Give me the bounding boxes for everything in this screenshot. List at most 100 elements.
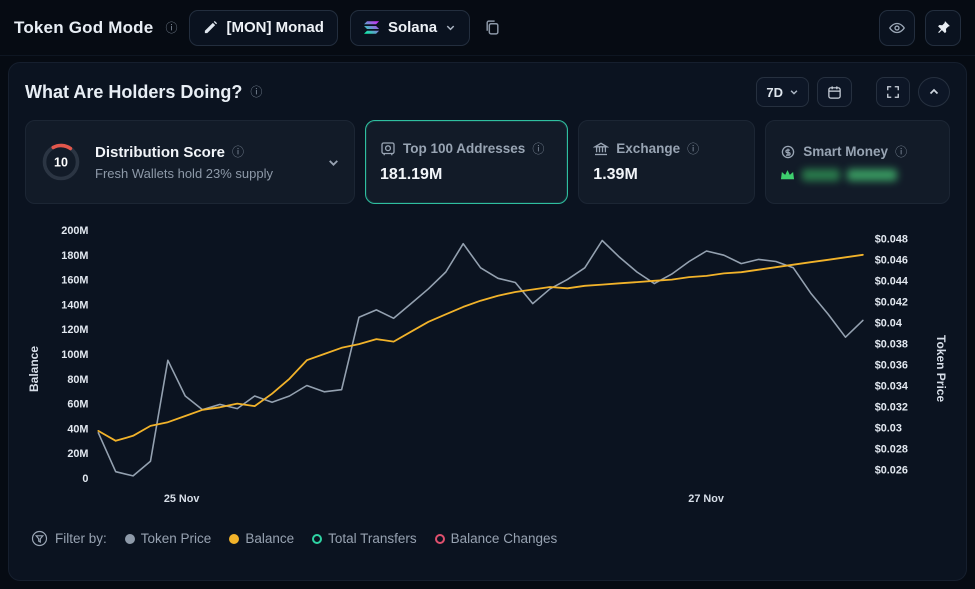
top-100-addresses-card[interactable]: Top 100 Addresses ⓘ 181.19M (365, 120, 569, 204)
chart-area: Balance 200M 180M 160M 140M 120M 100M 80M 60M 40… (25, 216, 950, 522)
legend-item-total-transfers[interactable]: Total Transfers (312, 531, 417, 546)
legend-label: Total Transfers (328, 531, 417, 546)
smart-money-label: Smart Money (803, 144, 889, 159)
legend-dot (312, 533, 323, 544)
right-axis-tick: $0.044 (875, 275, 909, 287)
exchange-value: 1.39M (593, 165, 638, 183)
calendar-button[interactable] (817, 77, 852, 107)
app-title-info-icon[interactable]: ⓘ (165, 20, 178, 35)
right-axis-tick: $0.034 (875, 380, 909, 392)
top-bar: Token God Mode ⓘ [MON] Monad Solana (0, 0, 975, 56)
chevron-down-icon (445, 22, 456, 33)
right-axis-tick: $0.046 (875, 254, 908, 266)
pin-button[interactable] (925, 9, 961, 46)
date-range-label: 7D (766, 84, 783, 100)
legend-label: Balance Changes (450, 531, 558, 546)
score-title: Distribution Score (95, 143, 226, 161)
smart-money-card[interactable]: Smart Money ⓘ (765, 120, 950, 204)
vault-icon (380, 141, 396, 157)
score-gauge: 10 (40, 141, 82, 183)
left-axis-tick: 160M (61, 275, 88, 287)
left-axis-tick: 60M (67, 399, 88, 411)
x-axis-tick: 27 Nov (688, 493, 725, 505)
score-info-icon[interactable]: ⓘ (232, 145, 245, 159)
left-axis-tick: 180M (61, 250, 88, 262)
smart-money-value-row (780, 168, 935, 181)
left-axis-tick: 200M (61, 225, 88, 237)
distribution-score-card[interactable]: 10 Distribution Score ⓘ Fresh Wallets ho… (25, 120, 355, 204)
right-axis-tick: $0.028 (875, 444, 908, 456)
pin-icon (936, 20, 951, 35)
exchange-card[interactable]: Exchange ⓘ 1.39M (578, 120, 756, 204)
token-selector-button[interactable]: [MON] Monad (189, 9, 338, 46)
left-axis-tick: 40M (67, 423, 88, 435)
date-range-button[interactable]: 7D (756, 77, 809, 107)
right-axis-tick: $0.032 (875, 401, 908, 413)
solana-icon (363, 21, 380, 34)
smart-money-info-icon[interactable]: ⓘ (895, 144, 908, 159)
fullscreen-button[interactable] (876, 77, 910, 107)
panel-title: What Are Holders Doing? (25, 81, 243, 102)
chain-selector-button[interactable]: Solana (349, 9, 471, 46)
right-axis-tick: $0.048 (875, 233, 908, 245)
holders-chart[interactable]: 200M 180M 160M 140M 120M 100M 80M 60M 40M 20M 0 $0.… (43, 216, 932, 522)
chain-selector-label: Solana (387, 19, 438, 36)
left-axis-tick: 140M (61, 299, 88, 311)
left-axis-tick: 0 (82, 473, 88, 485)
legend-title: Filter by: (55, 531, 107, 546)
bank-icon (593, 141, 610, 157)
right-axis-title: Token Price (934, 335, 948, 403)
left-axis-title: Balance (27, 345, 41, 393)
top-100-label: Top 100 Addresses (403, 141, 526, 156)
right-axis-tick: $0.042 (875, 296, 908, 308)
collapse-button[interactable] (918, 77, 950, 107)
series-line-token-price (97, 239, 864, 477)
legend-label: Balance (245, 531, 295, 546)
left-axis-tick: 80M (67, 374, 88, 386)
calendar-icon (827, 85, 842, 100)
left-axis-tick: 120M (61, 324, 88, 336)
right-axis-tick: $0.036 (875, 359, 908, 371)
legend-dot (434, 533, 445, 544)
score-value: 10 (54, 156, 68, 170)
legend-item-balance-changes[interactable]: Balance Changes (434, 531, 558, 546)
chevron-down-icon[interactable] (327, 156, 340, 169)
top-100-info-icon[interactable]: ⓘ (532, 141, 545, 156)
copy-icon (484, 19, 501, 36)
fullscreen-icon (886, 85, 900, 99)
app-title: Token God Mode (14, 17, 154, 37)
left-axis-tick: 100M (61, 349, 88, 361)
watchlist-button[interactable] (879, 9, 915, 46)
panel-header: What Are Holders Doing? ⓘ 7D (25, 77, 950, 107)
panel-title-info-icon[interactable]: ⓘ (250, 85, 263, 99)
crown-icon (780, 169, 795, 181)
chart-legend: Filter by: Token Price Balance Total Trans… (25, 530, 950, 547)
right-axis-tick: $0.038 (875, 338, 908, 350)
legend-item-token-price[interactable]: Token Price (124, 531, 212, 546)
coin-icon (780, 144, 796, 160)
chevron-up-icon (928, 86, 940, 98)
series-line-balance (97, 253, 864, 442)
filter-icon (31, 530, 48, 547)
top-100-value: 181.19M (380, 165, 443, 183)
legend-dot (124, 533, 135, 544)
eye-icon (888, 19, 906, 37)
exchange-info-icon[interactable]: ⓘ (687, 141, 700, 156)
right-axis-tick: $0.03 (875, 423, 902, 435)
chevron-down-icon (789, 87, 799, 97)
smart-money-value-blurred (802, 168, 841, 181)
legend-label: Token Price (140, 531, 212, 546)
copy-address-button[interactable] (482, 19, 503, 36)
legend-item-balance[interactable]: Balance (229, 531, 294, 546)
score-subtitle: Fresh Wallets hold 23% supply (95, 165, 273, 181)
right-axis-tick: $0.026 (875, 465, 908, 477)
smart-money-change-blurred (847, 168, 898, 181)
left-axis-tick: 20M (67, 448, 88, 460)
legend-dot (229, 533, 240, 544)
pencil-icon (203, 20, 218, 35)
holders-panel: What Are Holders Doing? ⓘ 7D (8, 62, 967, 581)
exchange-label: Exchange (616, 141, 681, 156)
x-axis-tick: 25 Nov (164, 493, 201, 505)
token-selector-label: [MON] Monad (226, 19, 324, 36)
right-axis-tick: $0.04 (875, 317, 903, 329)
